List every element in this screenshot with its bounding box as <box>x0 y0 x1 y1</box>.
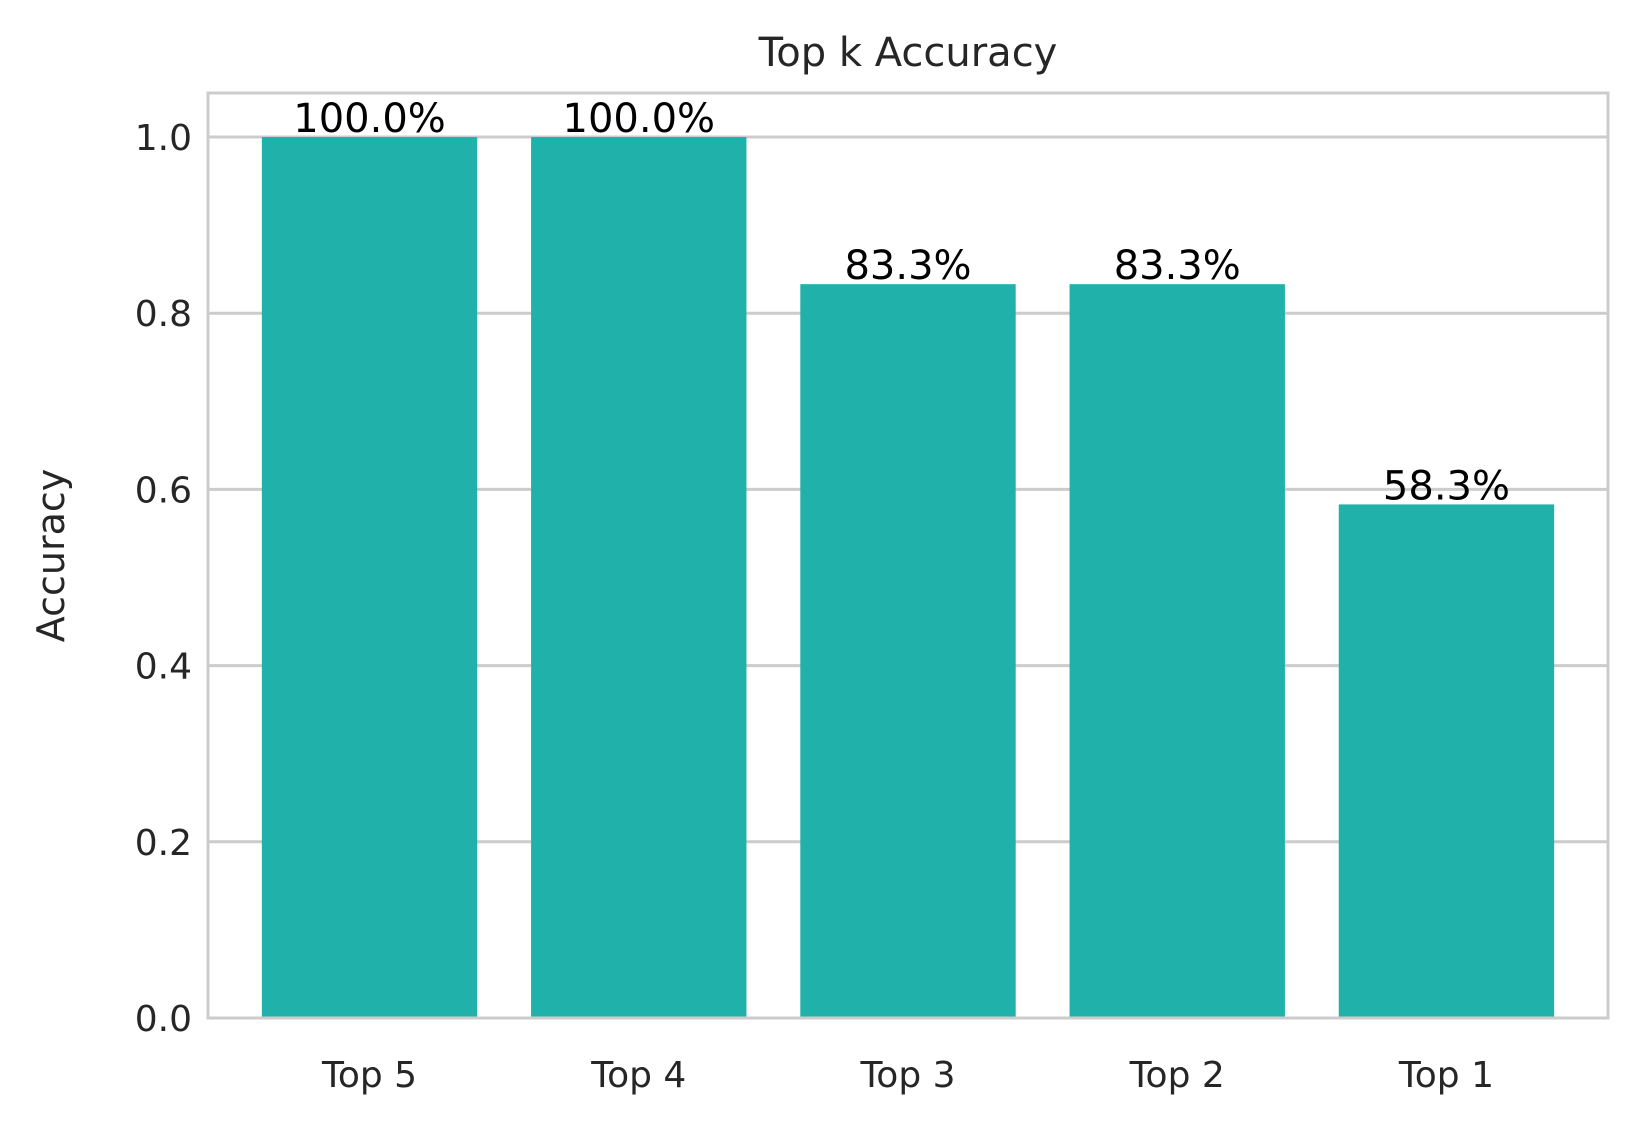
x-tick-label: Top 1 <box>1398 1055 1494 1096</box>
data-label: 100.0% <box>293 96 446 142</box>
data-label: 83.3% <box>844 243 971 289</box>
data-label: 83.3% <box>1114 243 1241 289</box>
y-tick-labels: 0.0 0.2 0.4 0.6 0.8 1.0 <box>135 118 192 1040</box>
y-tick-label: 0.2 <box>135 823 192 864</box>
y-tick-label: 0.4 <box>135 647 192 688</box>
x-tick-label: Top 4 <box>590 1055 686 1096</box>
y-tick-label: 1.0 <box>135 118 192 159</box>
data-labels: 100.0% 100.0% 83.3% 83.3% 58.3% <box>293 96 1510 509</box>
bar-top-5 <box>261 137 478 1019</box>
y-axis-label: Accuracy <box>29 469 73 643</box>
bar-top-4 <box>531 137 747 1019</box>
bars <box>261 137 1555 1019</box>
x-tick-labels: Top 5 Top 4 Top 3 Top 2 Top 1 <box>321 1055 1494 1096</box>
bar-top-2 <box>1069 284 1285 1019</box>
data-label: 58.3% <box>1383 463 1510 509</box>
bar-top-3 <box>800 284 1016 1019</box>
y-tick-label: 0.0 <box>135 999 192 1040</box>
x-tick-label: Top 5 <box>321 1055 417 1096</box>
bar-top-1 <box>1338 504 1555 1018</box>
y-tick-label: 0.6 <box>135 470 192 511</box>
plot-frame <box>206 91 1610 1020</box>
y-tick-label: 0.8 <box>135 294 192 335</box>
data-label: 100.0% <box>563 96 716 142</box>
chart-title: Top k Accuracy <box>758 30 1058 76</box>
x-tick-label: Top 2 <box>1129 1055 1225 1096</box>
x-tick-label: Top 3 <box>859 1055 955 1096</box>
